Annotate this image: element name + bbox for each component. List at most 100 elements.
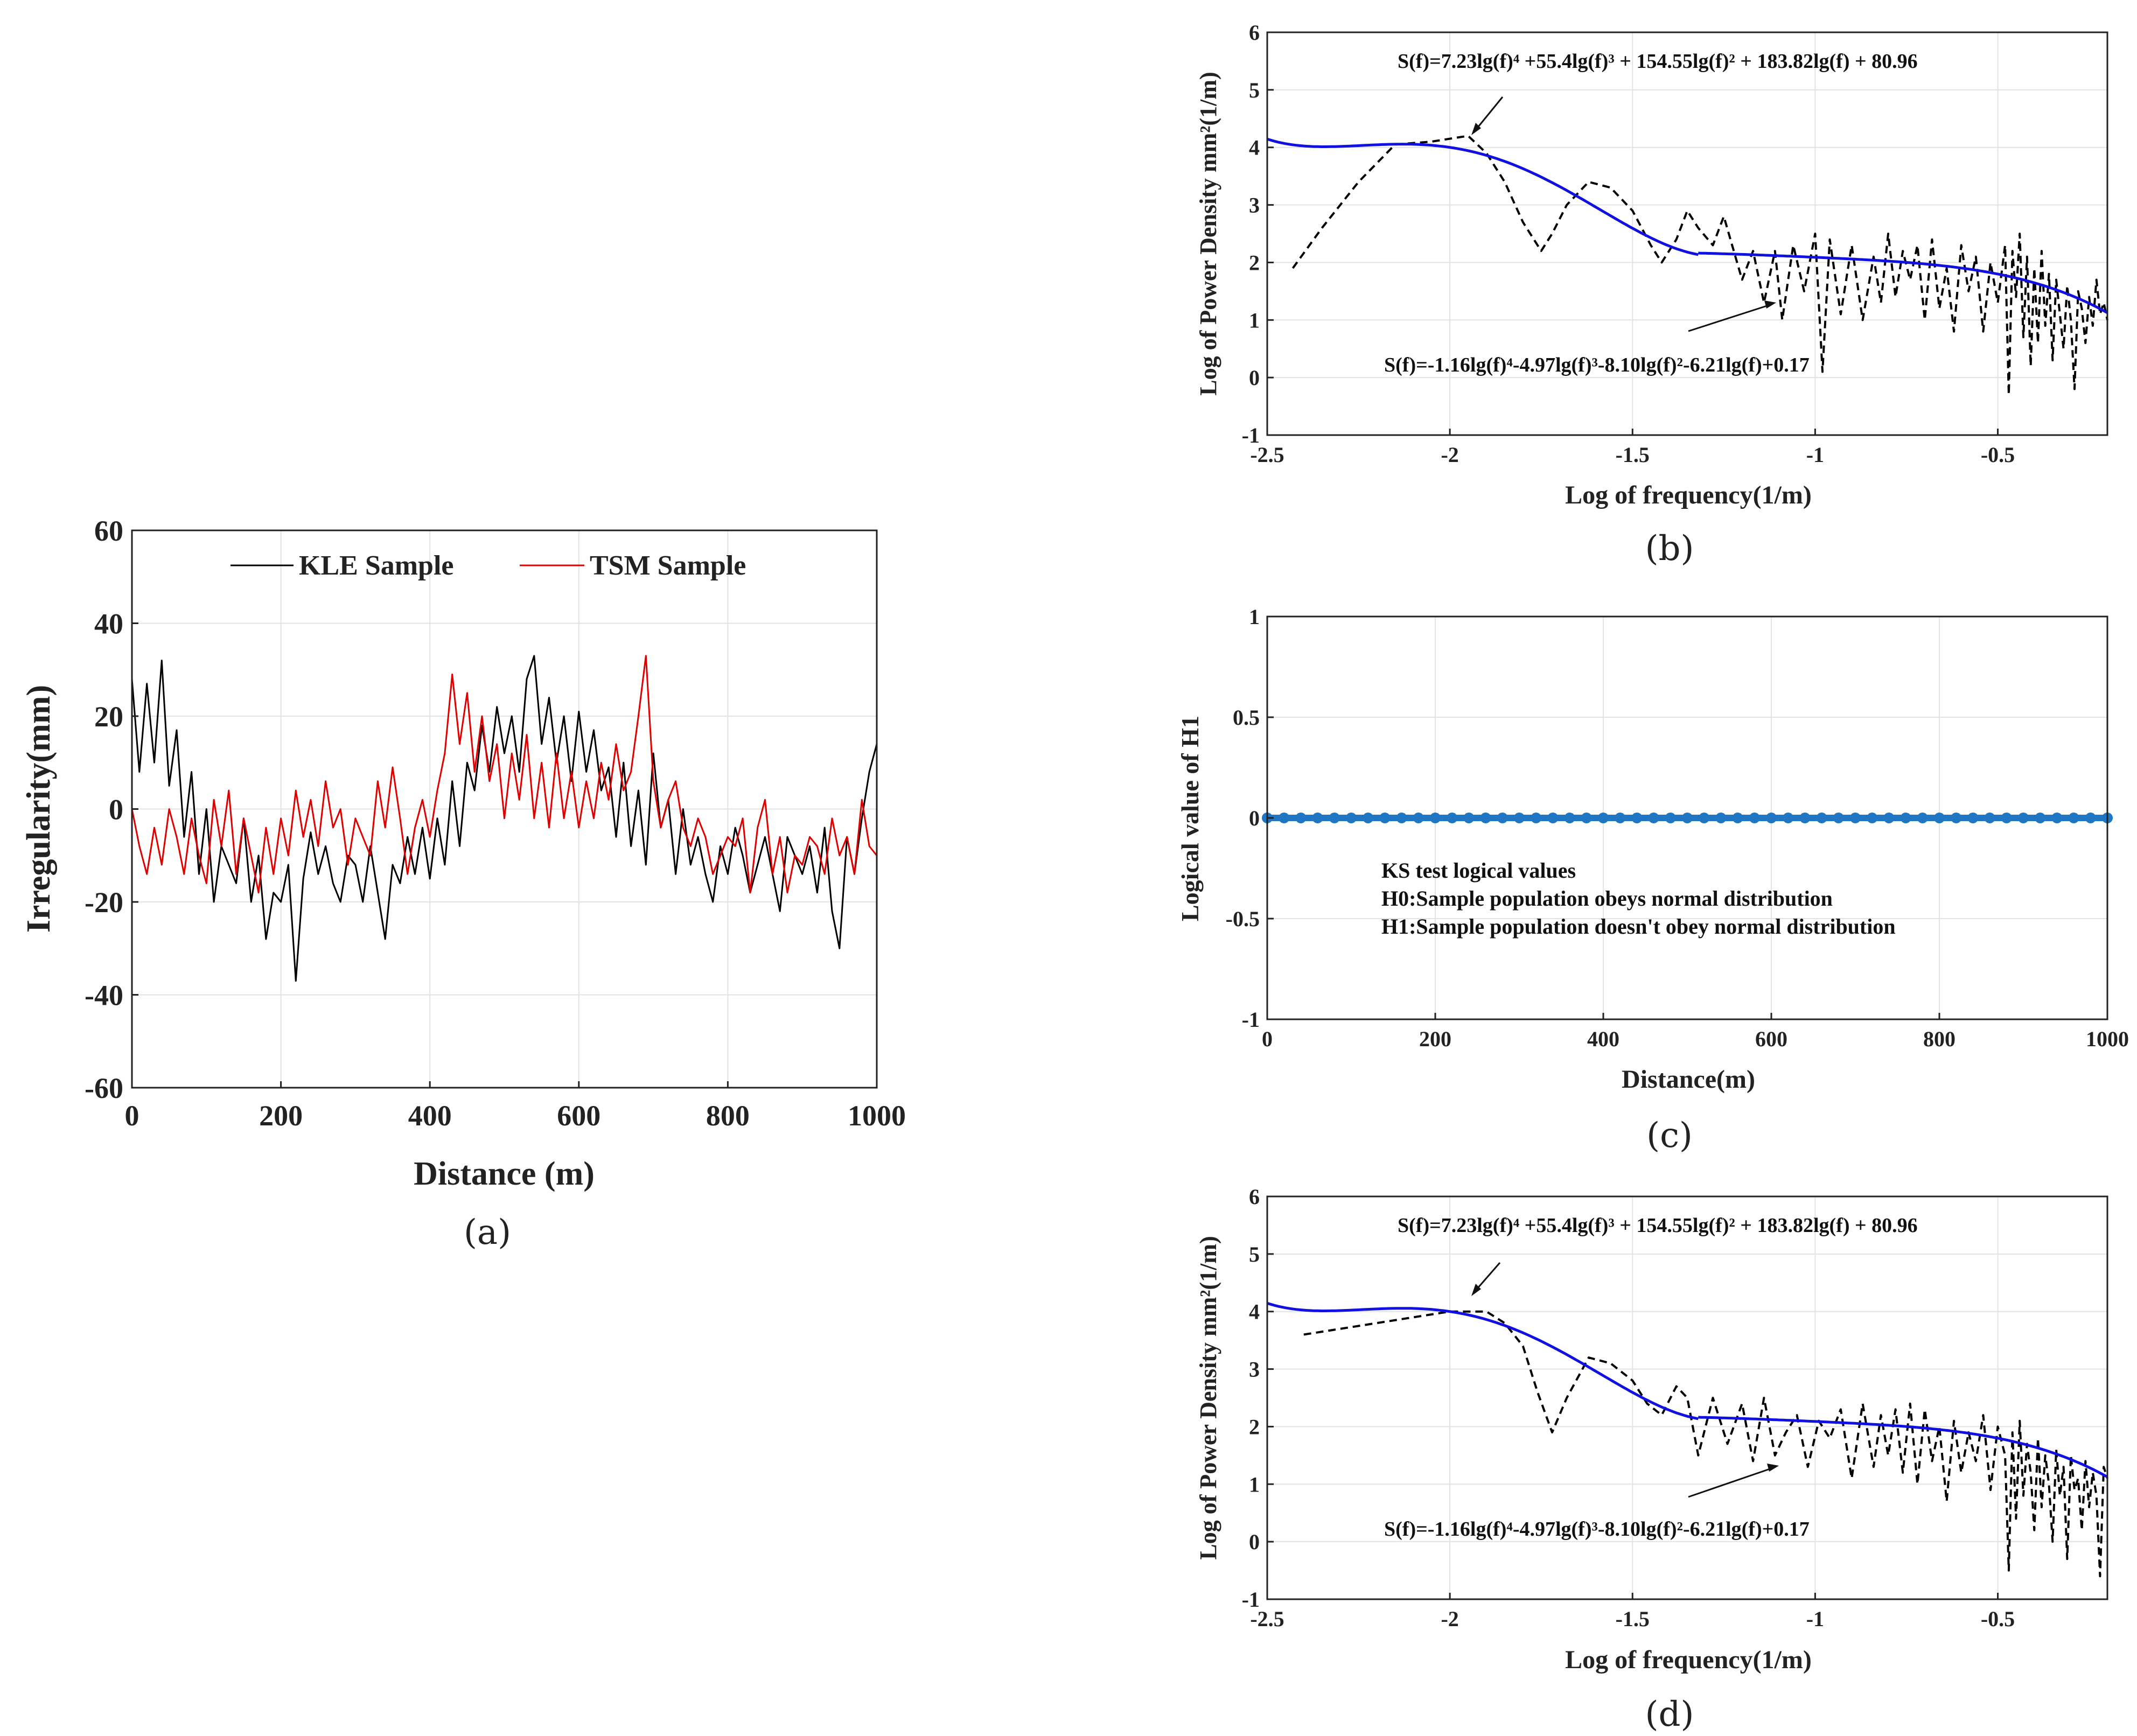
h1-point xyxy=(2001,813,2012,823)
panel-a-ticks: 0 200 400 600 800 1000 -60 -40 -20 0 20 40 60 xyxy=(85,515,906,1132)
psd-dashed-line xyxy=(1303,1310,2108,1578)
h1-point xyxy=(1984,813,1995,823)
panel-b-xlabel: Log of frequency(1/m) xyxy=(1565,481,1812,509)
h1-point xyxy=(1531,813,1542,823)
h1-point xyxy=(1631,813,1643,823)
h1-point xyxy=(1951,813,1962,823)
panel-d-annotation-upper: S(f)=7.23lg(f)⁴ +55.4lg(f)³ + 154.55lg(f… xyxy=(1398,1214,1918,1237)
x-tick-label: -2 xyxy=(1441,1607,1458,1631)
y-tick-label: 4 xyxy=(1249,136,1260,160)
x-tick-label: 400 xyxy=(1587,1027,1619,1051)
h1-point xyxy=(1833,813,1844,823)
panel-b-annotation-lower: S(f)=-1.16lg(f)⁴-4.97lg(f)³-8.10lg(f)²-6… xyxy=(1384,354,1810,376)
h1-point xyxy=(2051,813,2063,823)
h1-point xyxy=(1463,813,1475,823)
h1-point xyxy=(1816,813,1827,823)
h1-point xyxy=(2035,813,2046,823)
h1-point xyxy=(1346,813,1357,823)
h1-point xyxy=(1682,813,1693,823)
panel-b-series xyxy=(1267,135,2108,396)
panel-b-frame xyxy=(1266,31,2108,436)
y-tick-label: 1 xyxy=(1249,1472,1260,1496)
x-tick-label: 1000 xyxy=(2086,1027,2129,1051)
y-tick-label: 6 xyxy=(1249,1185,1260,1209)
h1-point xyxy=(1783,813,1794,823)
y-tick-label: 2 xyxy=(1249,250,1260,275)
h1-point xyxy=(1883,813,1895,823)
panel-c-ticks: 0 200 400 600 800 1000 -1 -0.5 0 0.5 1 xyxy=(1226,605,2129,1051)
h1-point xyxy=(1615,813,1626,823)
panel-d-caption: (d) xyxy=(1645,1695,1694,1734)
y-tick-label: 20 xyxy=(94,701,123,733)
panel-b: -2.5 -2 -1.5 -1 -0.5 -1 0 1 2 3 4 5 6 S(f)=7.23lg(f)… xyxy=(1195,20,2108,569)
h1-point xyxy=(1480,813,1491,823)
y-tick-label: 5 xyxy=(1249,78,1260,102)
h1-point xyxy=(1867,813,1878,823)
panel-a-series xyxy=(131,655,878,982)
h1-point xyxy=(1850,813,1861,823)
h1-point xyxy=(1295,813,1307,823)
h1-point xyxy=(2018,813,2029,823)
panel-c-annotation-2: H0:Sample population obeys normal distri… xyxy=(1381,886,1833,911)
h1-point xyxy=(1312,813,1323,823)
h1-point xyxy=(1749,813,1760,823)
y-tick-label: 1 xyxy=(1249,605,1260,629)
x-tick-label: -1 xyxy=(1806,443,1824,467)
y-tick-label: -1 xyxy=(1242,1007,1260,1032)
legend-label-kle: KLE Sample xyxy=(299,550,454,581)
legend-label-tsm: TSM Sample xyxy=(590,550,746,581)
x-tick-label: 800 xyxy=(706,1100,750,1132)
h1-point xyxy=(1766,813,1777,823)
x-tick-label: 600 xyxy=(557,1100,600,1132)
panel-d-xlabel: Log of frequency(1/m) xyxy=(1565,1646,1812,1674)
x-tick-label: -0.5 xyxy=(1981,1607,2015,1631)
h1-point xyxy=(1547,813,1559,823)
panel-c-annotation-3: H1:Sample population doesn't obey normal… xyxy=(1381,914,1896,939)
x-tick-label: 600 xyxy=(1755,1027,1787,1051)
x-tick-label: -1 xyxy=(1806,1607,1824,1631)
h1-point xyxy=(1497,813,1508,823)
panel-b-arrow-upper xyxy=(1471,96,1504,135)
y-tick-label: 4 xyxy=(1249,1300,1260,1324)
h1-point xyxy=(1329,813,1340,823)
y-tick-label: 5 xyxy=(1249,1242,1260,1266)
panel-a-grid xyxy=(131,530,877,1088)
y-tick-label: 0 xyxy=(1249,806,1260,830)
x-tick-label: 400 xyxy=(408,1100,452,1132)
panel-d: -2.5 -2 -1.5 -1 -0.5 -1 0 1 2 3 4 5 6 S(f)=7.23lg(f)… xyxy=(1195,1185,2108,1734)
h1-point xyxy=(1581,813,1592,823)
panel-c: 0 200 400 600 800 1000 -1 -0.5 0 0.5 1 KS test log… xyxy=(1176,605,2129,1156)
y-tick-label: -40 xyxy=(85,979,123,1011)
panel-c-annotation-1: KS test logical values xyxy=(1381,858,1576,883)
x-tick-label: -1.5 xyxy=(1616,1607,1650,1631)
panel-b-arrow-lower xyxy=(1688,300,1776,332)
panel-d-frame xyxy=(1266,1195,2108,1600)
h1-point xyxy=(1648,813,1659,823)
h1-point xyxy=(1430,813,1441,823)
x-tick-label: 200 xyxy=(259,1100,303,1132)
series-line xyxy=(131,655,878,894)
x-tick-label: 0 xyxy=(125,1100,139,1132)
x-tick-label: -1.5 xyxy=(1616,443,1650,467)
y-tick-label: 60 xyxy=(94,515,123,547)
panel-b-ticks: -2.5 -2 -1.5 -1 -0.5 -1 0 1 2 3 4 5 6 xyxy=(1242,20,2015,467)
panel-d-ticks: -2.5 -2 -1.5 -1 -0.5 -1 0 1 2 3 4 5 6 xyxy=(1242,1185,2015,1631)
panel-a-legend: KLE Sample TSM Sample xyxy=(231,550,746,581)
panel-a: 0 200 400 600 800 1000 -60 -40 -20 0 20 40 60 KLE Sa… xyxy=(20,515,906,1252)
panel-c-xlabel: Distance(m) xyxy=(1622,1065,1755,1094)
h1-point xyxy=(1598,813,1609,823)
y-tick-label: 0 xyxy=(1249,366,1260,390)
h1-point xyxy=(1715,813,1727,823)
y-tick-label: -1 xyxy=(1242,423,1260,447)
x-tick-label: -2.5 xyxy=(1250,1607,1284,1631)
h1-point xyxy=(1917,813,1928,823)
y-tick-label: 1 xyxy=(1249,308,1260,332)
h1-point xyxy=(2068,813,2079,823)
series-line xyxy=(131,655,878,982)
y-tick-label: 0 xyxy=(109,793,123,825)
y-tick-label: -0.5 xyxy=(1226,907,1260,931)
panel-a-caption: (a) xyxy=(464,1213,511,1252)
h1-point xyxy=(1732,813,1743,823)
h1-point xyxy=(1900,813,1911,823)
panel-c-ylabel: Logical value of H1 xyxy=(1176,716,1204,921)
